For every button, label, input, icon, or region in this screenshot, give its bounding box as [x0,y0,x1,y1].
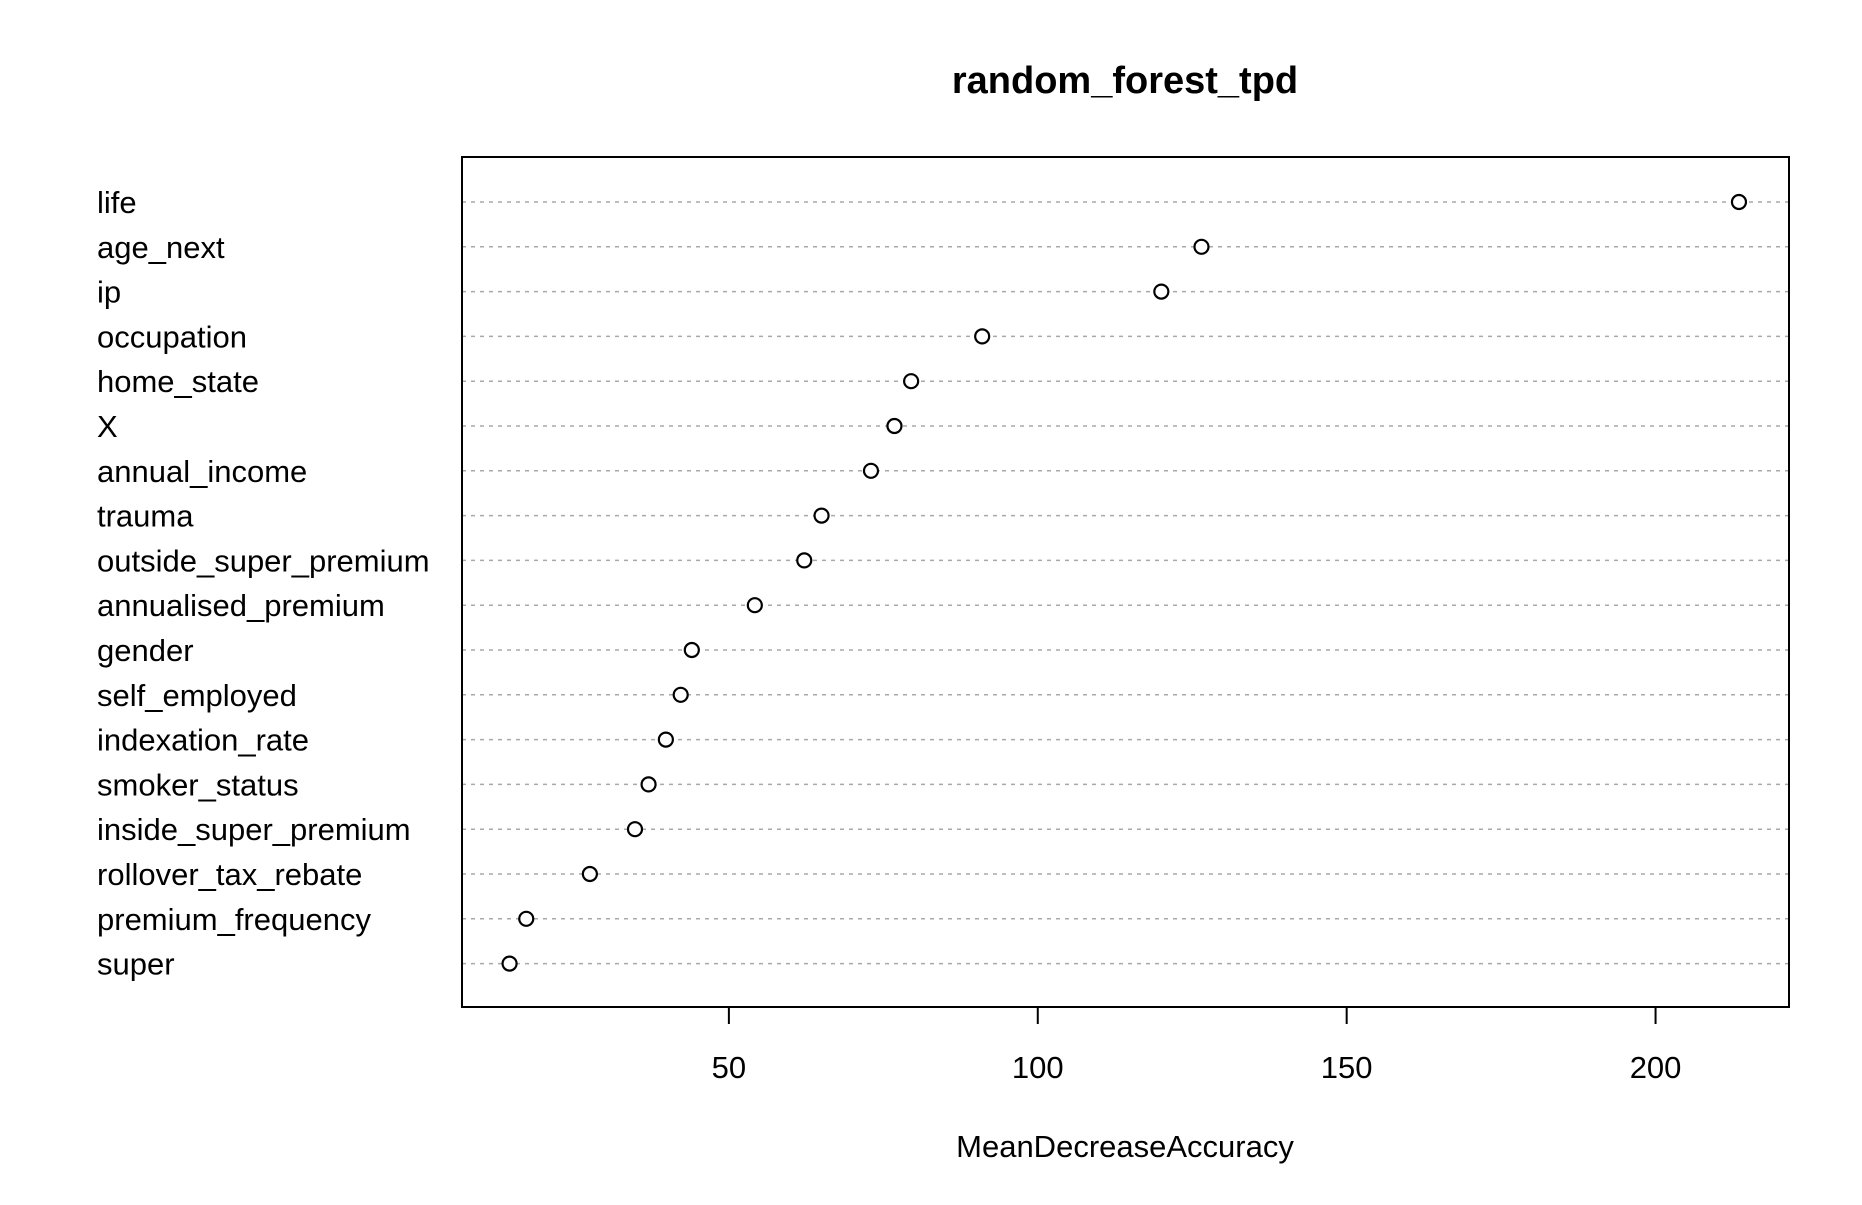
category-label: annual_income [97,454,307,489]
data-point-X [887,419,901,433]
data-points [503,195,1746,971]
plot-frame [462,157,1789,1007]
category-label: self_employed [97,678,297,713]
data-point-annualised_premium [748,598,762,612]
x-tick-label: 100 [1012,1050,1064,1085]
x-tick-label: 50 [712,1050,746,1085]
data-point-rollover_tax_rebate [583,867,597,881]
x-tick-label: 200 [1630,1050,1682,1085]
data-point-age_next [1194,240,1208,254]
data-point-life [1732,195,1746,209]
data-point-super [503,957,517,971]
data-point-annual_income [864,464,878,478]
category-label: home_state [97,364,259,399]
category-label: rollover_tax_rebate [97,857,362,892]
data-point-occupation [975,329,989,343]
data-point-gender [685,643,699,657]
category-label: smoker_status [97,767,299,802]
data-point-outside_super_premium [797,553,811,567]
category-label: indexation_rate [97,723,309,758]
chart-title: random_forest_tpd [952,60,1298,102]
data-point-indexation_rate [659,733,673,747]
category-label: occupation [97,319,247,354]
category-label: X [97,409,118,444]
data-point-home_state [904,374,918,388]
data-point-premium_frequency [519,912,533,926]
category-label: trauma [97,499,194,534]
guide-lines [462,202,1789,964]
category-label: annualised_premium [97,588,385,623]
category-label: life [97,185,137,220]
x-axis-title: MeanDecreaseAccuracy [956,1129,1294,1164]
x-tick-label: 150 [1321,1050,1373,1085]
category-label: inside_super_premium [97,812,411,847]
data-point-ip [1154,285,1168,299]
data-point-trauma [815,509,829,523]
data-point-smoker_status [642,777,656,791]
data-point-self_employed [674,688,688,702]
category-label: ip [97,275,121,310]
category-label: super [97,947,175,982]
data-point-inside_super_premium [628,822,642,836]
category-label: age_next [97,230,225,265]
category-label: premium_frequency [97,902,371,937]
category-label: gender [97,633,194,668]
x-axis-ticks: 50 100 150 200 [712,1007,1682,1085]
category-label: outside_super_premium [97,543,430,578]
